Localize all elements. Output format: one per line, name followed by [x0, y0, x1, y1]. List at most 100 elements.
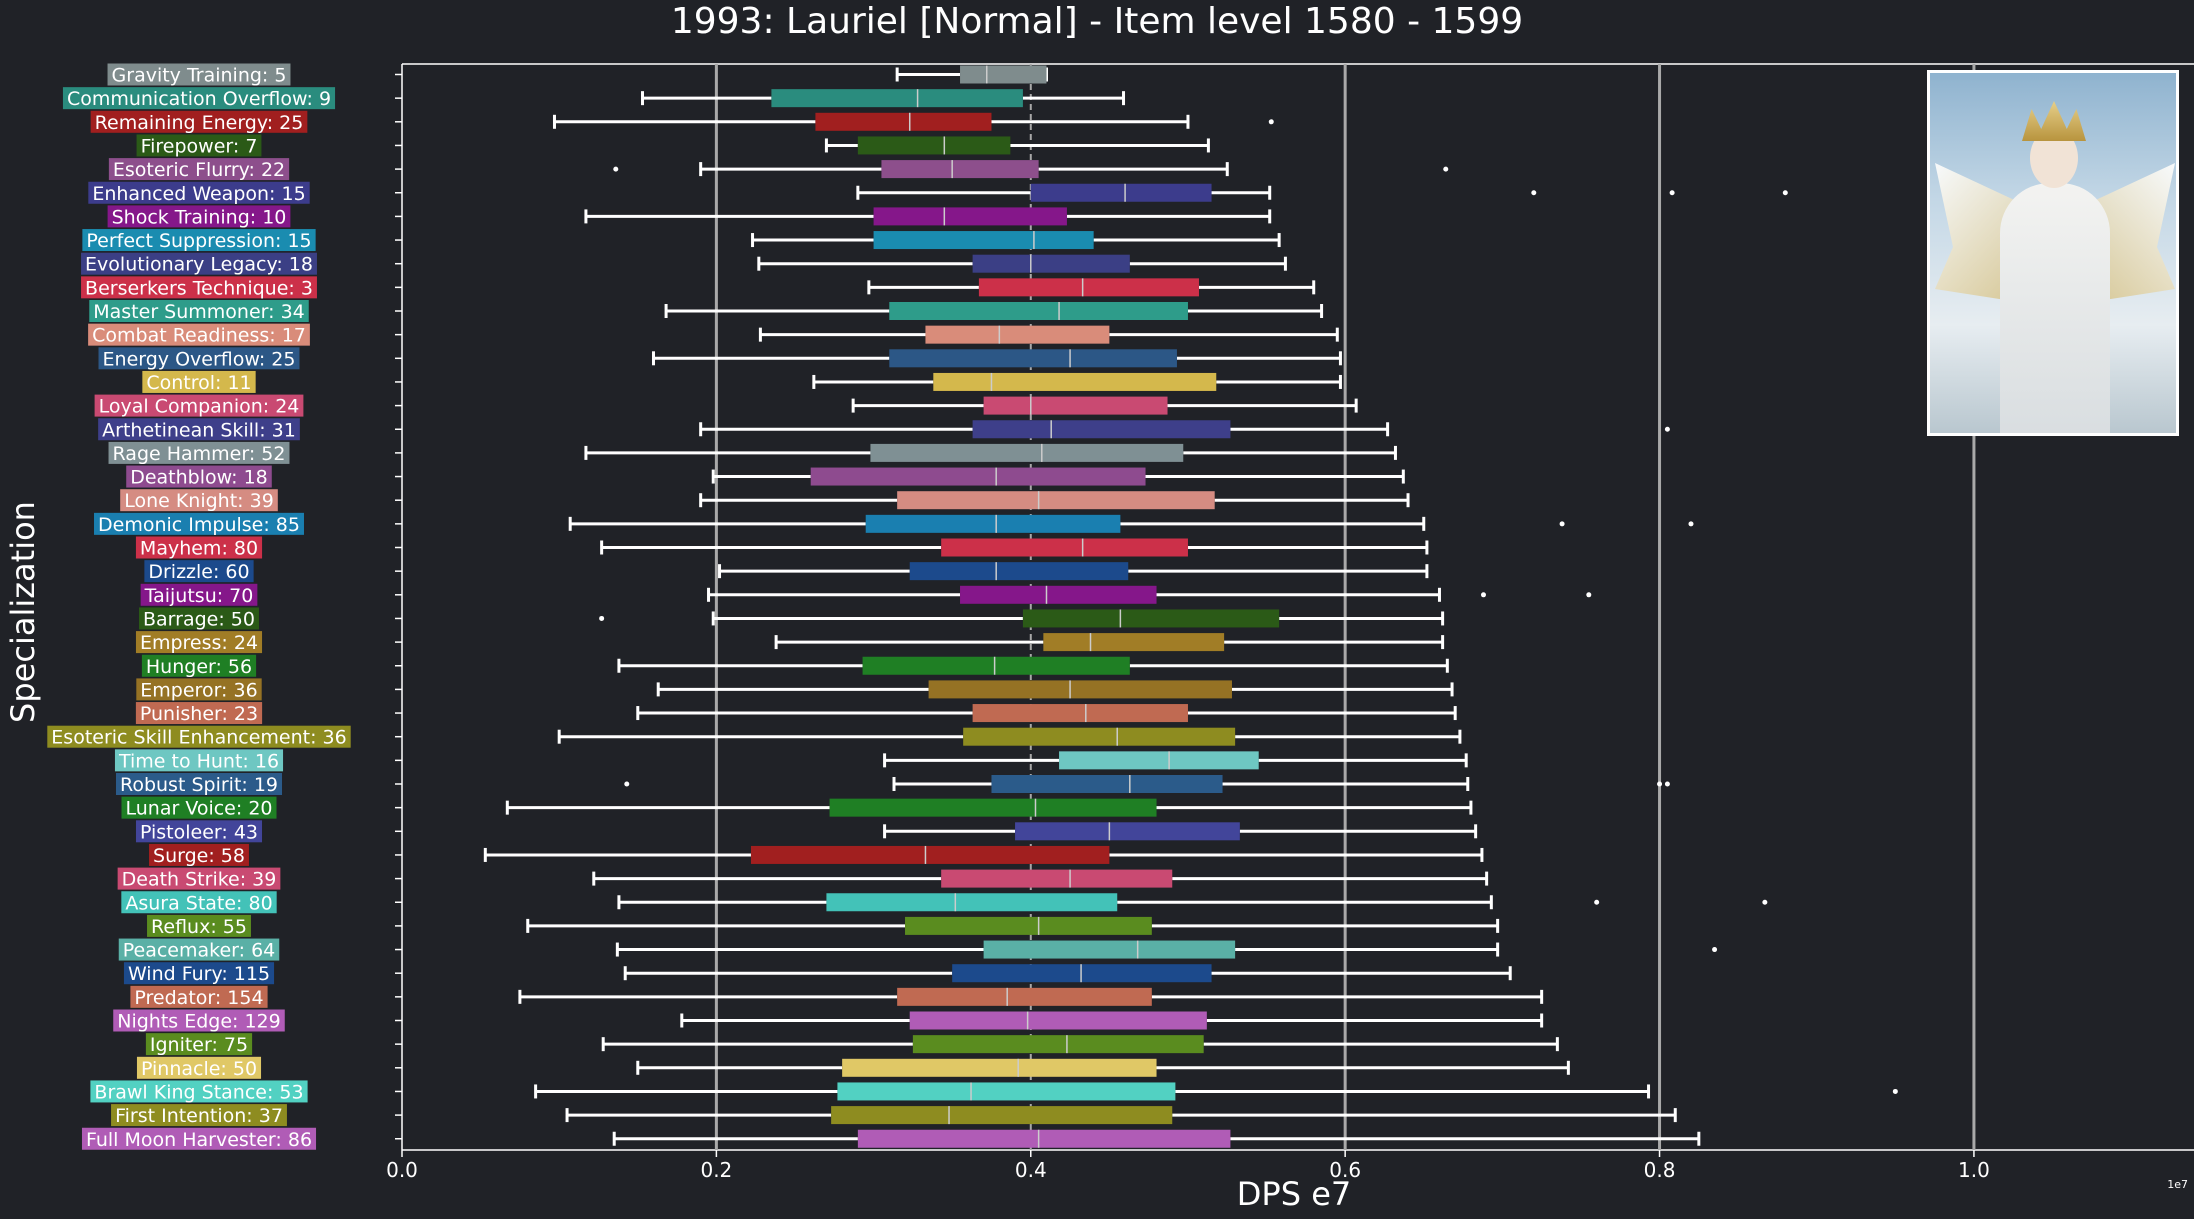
outlier-point	[1762, 899, 1768, 905]
category-label: Firepower: 7	[141, 135, 258, 157]
x-ticks-group: 0.0 0.2 0.4 0.6 0.8 1.0	[386, 1150, 1990, 1182]
category-label: Loyal Companion: 24	[99, 396, 300, 418]
category-label-background	[88, 181, 310, 204]
category-label: Evolutionary Legacy: 18	[85, 254, 313, 276]
character-portrait-icon	[1927, 70, 2179, 436]
box-iqr	[960, 65, 1047, 84]
category-label: Predator: 154	[134, 987, 263, 1009]
box-iqr	[972, 254, 1130, 273]
category-label: Lone Knight: 39	[124, 490, 274, 512]
category-label-background	[114, 749, 284, 772]
box-iqr	[815, 112, 992, 131]
box-iqr	[963, 727, 1236, 746]
category-label: Asura State: 80	[125, 892, 272, 914]
box-iqr	[1030, 183, 1212, 202]
box-iqr	[881, 160, 1039, 179]
x-tick-label: 0.4	[1015, 1158, 1047, 1182]
category-label-background	[149, 843, 249, 866]
category-label-background	[135, 631, 263, 654]
category-label: Rage Hammer: 52	[113, 443, 286, 465]
outlier-point	[1480, 592, 1486, 598]
category-label-background	[130, 985, 268, 1008]
category-label-background	[123, 962, 275, 985]
category-label: Berserkers Technique: 3	[85, 277, 313, 299]
box-iqr	[972, 420, 1231, 439]
outlier-point	[1688, 521, 1694, 527]
box-iqr	[983, 396, 1168, 415]
box-iqr	[952, 964, 1212, 983]
box-iqr	[909, 1011, 1207, 1030]
category-label: Perfect Suppression: 15	[86, 230, 311, 252]
chart-title: 1993: Lauriel [Normal] - Item level 1580…	[670, 1, 1524, 42]
category-label: Wind Fury: 115	[128, 963, 270, 985]
x-tick-label: 0.0	[386, 1158, 418, 1182]
box-iqr	[873, 231, 1094, 250]
category-label: Esoteric Skill Enhancement: 36	[51, 727, 346, 749]
x-tick-label: 0.2	[700, 1158, 732, 1182]
box-iqr	[909, 562, 1129, 581]
category-label-background	[142, 370, 256, 393]
category-label: Demonic Impulse: 85	[98, 514, 300, 536]
box-iqr	[1059, 751, 1259, 770]
reference-lines-group	[714, 64, 1976, 1150]
category-label-background	[136, 678, 262, 701]
box-iqr	[837, 1082, 1176, 1101]
category-label-background	[81, 1127, 317, 1150]
box-iqr	[842, 1058, 1157, 1077]
box-iqr	[857, 136, 1011, 155]
category-label: Energy Overflow: 25	[103, 348, 296, 370]
category-label-background	[136, 134, 262, 157]
category-label-background	[81, 276, 317, 299]
box-iqr	[1015, 822, 1240, 841]
x-tick-label: 0.6	[1329, 1158, 1361, 1182]
category-label: Pinnacle: 50	[141, 1058, 257, 1080]
portrait-figure-body	[2000, 183, 2110, 433]
box-iqr	[912, 1035, 1204, 1054]
x-tick-label: 1.0	[1958, 1158, 1990, 1182]
category-label-background	[98, 418, 300, 441]
category-label-background	[89, 300, 309, 322]
category-label-background	[121, 891, 277, 914]
category-label: Shock Training: 10	[112, 206, 287, 228]
box-iqr	[889, 302, 1188, 320]
outlier-point	[1559, 521, 1565, 527]
outlier-point	[1669, 190, 1675, 196]
category-label: Taijutsu: 70	[144, 585, 254, 607]
category-label: Control: 11	[146, 372, 251, 394]
category-label: Enhanced Weapon: 15	[92, 183, 305, 205]
category-label: First Intention: 37	[115, 1105, 283, 1127]
category-label-background	[121, 796, 277, 819]
category-label-background	[135, 820, 263, 843]
box-iqr	[905, 916, 1152, 935]
category-label-background	[108, 441, 290, 464]
box-iqr	[870, 443, 1184, 462]
category-label: Robust Spirit: 19	[120, 774, 278, 796]
portrait-figure-crown	[2022, 101, 2086, 141]
outlier-point	[1443, 166, 1449, 172]
category-label: Death Strike: 39	[122, 869, 277, 891]
box-iqr	[889, 349, 1177, 368]
category-label-background	[88, 323, 310, 346]
category-label-background	[113, 1009, 285, 1032]
category-label: Surge: 58	[153, 845, 245, 867]
category-label: Combat Readiness: 17	[92, 325, 306, 347]
category-label: Hunger: 56	[146, 656, 252, 678]
category-label: Igniter: 75	[150, 1034, 248, 1056]
category-label-background	[144, 560, 254, 583]
category-label: Time to Hunt: 16	[118, 750, 279, 772]
box-iqr	[750, 845, 1110, 864]
category-label-background	[117, 867, 281, 890]
box-iqr	[1043, 633, 1225, 652]
box-iqr	[862, 656, 1130, 675]
category-label: Communication Overflow: 9	[67, 88, 331, 110]
box-iqr	[928, 680, 1232, 699]
box-iqr	[831, 1106, 1173, 1125]
category-label-background	[94, 394, 304, 417]
category-label-background	[135, 536, 263, 559]
box-iqr	[829, 798, 1157, 817]
category-label: Arthetinean Skill: 31	[102, 419, 296, 441]
category-label-background	[47, 725, 351, 748]
category-label: Reflux: 55	[151, 916, 247, 938]
box-iqr	[991, 775, 1223, 793]
box-iqr	[972, 704, 1188, 723]
